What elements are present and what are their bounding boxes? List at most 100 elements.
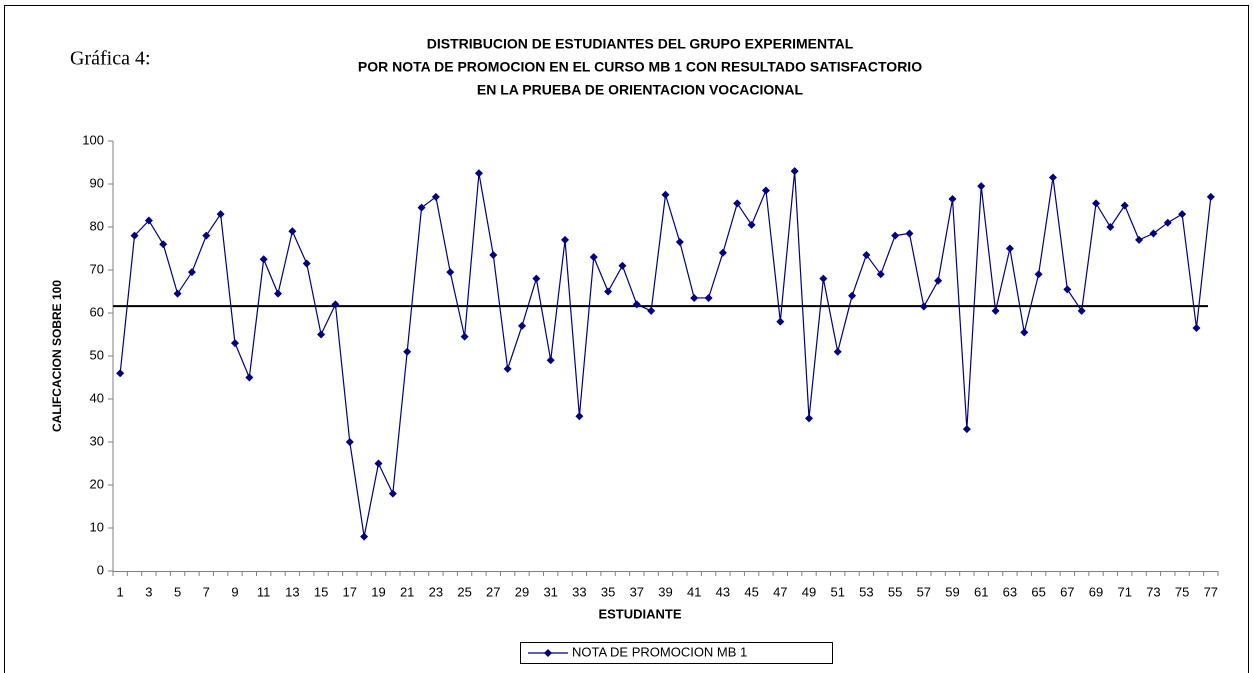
chart-title: DISTRIBUCION DE ESTUDIANTES DEL GRUPO EX… <box>427 36 854 52</box>
data-point <box>1178 210 1187 219</box>
data-point <box>532 274 541 283</box>
data-point <box>288 227 297 236</box>
x-tick-label: 1 <box>117 584 124 599</box>
legend-box <box>520 642 833 664</box>
x-tick-label: 51 <box>830 584 844 599</box>
y-tick-label: 10 <box>90 519 104 534</box>
data-point <box>604 287 613 296</box>
data-point <box>489 250 498 259</box>
x-tick-label: 13 <box>285 584 299 599</box>
data-point <box>130 231 139 240</box>
x-tick-label: 65 <box>1031 584 1045 599</box>
x-tick-label: 47 <box>773 584 787 599</box>
data-point <box>618 261 627 270</box>
legend-marker <box>544 649 552 657</box>
data-point <box>561 235 570 244</box>
data-point <box>374 459 383 468</box>
data-point <box>1135 235 1144 244</box>
data-point <box>905 229 914 238</box>
x-tick-label: 71 <box>1117 584 1131 599</box>
x-tick-label: 75 <box>1175 584 1189 599</box>
data-point <box>431 192 440 201</box>
x-tick-label: 29 <box>515 584 529 599</box>
data-point <box>1063 285 1072 294</box>
data-point <box>245 373 254 382</box>
data-point <box>173 289 182 298</box>
data-point <box>259 255 268 264</box>
x-tick-label: 69 <box>1089 584 1103 599</box>
data-point <box>302 259 311 268</box>
x-tick-label: 59 <box>945 584 959 599</box>
data-point <box>1092 199 1101 208</box>
data-point <box>991 306 1000 315</box>
y-tick-label: 60 <box>90 304 104 319</box>
data-point <box>1020 328 1029 337</box>
data-point <box>1120 201 1129 210</box>
x-tick-label: 25 <box>457 584 471 599</box>
data-point <box>1192 324 1201 333</box>
data-point <box>517 321 526 330</box>
data-point <box>977 182 986 191</box>
x-tick-label: 33 <box>572 584 586 599</box>
x-tick-label: 21 <box>400 584 414 599</box>
data-point <box>589 253 598 262</box>
x-tick-label: 77 <box>1204 584 1218 599</box>
y-tick-label: 50 <box>90 347 104 362</box>
x-tick-label: 37 <box>630 584 644 599</box>
x-axis-label: ESTUDIANTE <box>598 606 681 621</box>
y-tick-label: 80 <box>90 218 104 233</box>
x-tick-label: 3 <box>145 584 152 599</box>
data-point <box>647 306 656 315</box>
x-tick-label: 61 <box>974 584 988 599</box>
data-point <box>733 199 742 208</box>
y-tick-label: 70 <box>90 261 104 276</box>
y-tick-label: 20 <box>90 476 104 491</box>
x-tick-label: 15 <box>314 584 328 599</box>
y-tick-label: 90 <box>90 175 104 190</box>
data-point <box>862 250 871 259</box>
x-tick-label: 27 <box>486 584 500 599</box>
x-tick-label: 43 <box>716 584 730 599</box>
data-point <box>1048 173 1057 182</box>
data-point <box>891 231 900 240</box>
data-point <box>632 300 641 309</box>
data-point <box>317 330 326 339</box>
data-point <box>876 270 885 279</box>
data-point <box>833 347 842 356</box>
data-point <box>446 268 455 277</box>
data-point <box>202 231 211 240</box>
chart-title: EN LA PRUEBA DE ORIENTACION VOCACIONAL <box>477 82 804 98</box>
x-tick-label: 7 <box>203 584 210 599</box>
data-point <box>919 302 928 311</box>
x-tick-label: 55 <box>888 584 902 599</box>
data-point <box>661 190 670 199</box>
data-point <box>790 167 799 176</box>
y-tick-label: 30 <box>90 433 104 448</box>
data-point <box>675 238 684 247</box>
x-tick-label: 11 <box>257 584 271 599</box>
data-point <box>144 216 153 225</box>
data-point <box>761 186 770 195</box>
data-point <box>805 414 814 423</box>
x-tick-label: 73 <box>1146 584 1160 599</box>
data-point <box>460 332 469 341</box>
data-point <box>1106 223 1115 231</box>
y-axis-label: CALIFCACION SOBRE 100 <box>50 280 64 432</box>
x-tick-label: 57 <box>917 584 931 599</box>
x-tick-label: 9 <box>231 584 238 599</box>
data-point <box>776 317 785 326</box>
data-point <box>575 412 584 421</box>
data-point <box>360 532 369 541</box>
x-tick-label: 35 <box>601 584 615 599</box>
data-point <box>962 425 971 434</box>
data-point <box>1034 270 1043 279</box>
data-point <box>690 293 699 302</box>
data-point <box>1163 218 1172 227</box>
data-point <box>503 364 512 373</box>
x-tick-label: 5 <box>174 584 181 599</box>
data-point <box>848 291 857 300</box>
data-line <box>119 171 1212 537</box>
data-point <box>718 248 727 257</box>
y-tick-label: 100 <box>82 132 104 147</box>
